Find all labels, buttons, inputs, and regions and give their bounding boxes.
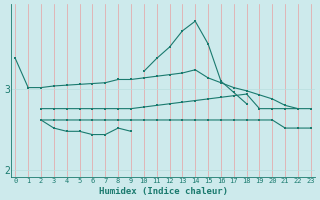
X-axis label: Humidex (Indice chaleur): Humidex (Indice chaleur)	[99, 187, 228, 196]
